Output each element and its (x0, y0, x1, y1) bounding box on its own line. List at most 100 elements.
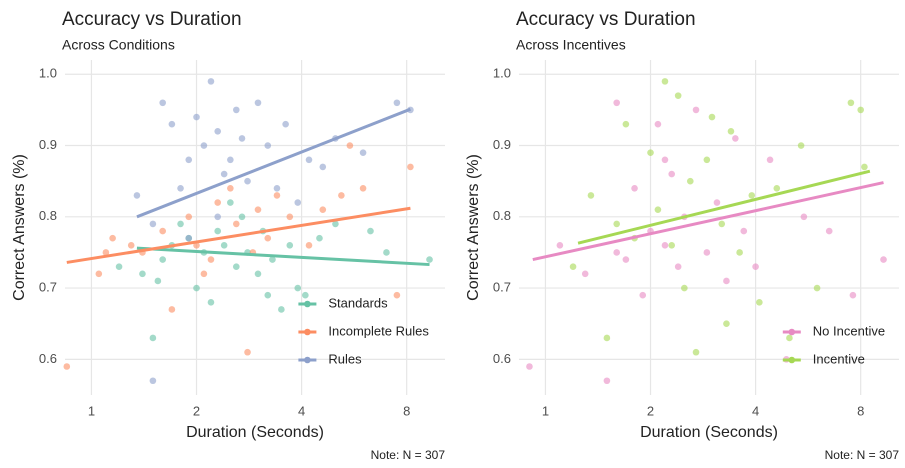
chart-subtitle: Across Conditions (62, 37, 175, 53)
point (200, 270, 208, 278)
point (359, 184, 367, 192)
legend-swatch (304, 356, 311, 364)
y-tick-label: 0.9 (39, 137, 57, 152)
point (273, 184, 281, 192)
point (383, 249, 390, 256)
point (692, 106, 700, 114)
point (278, 306, 285, 313)
point (227, 156, 234, 164)
point (654, 120, 662, 128)
x-axis-label: Duration (Seconds) (186, 424, 324, 441)
x-tick-label: 8 (403, 403, 410, 418)
point (736, 249, 743, 256)
y-tick-label: 0.7 (493, 280, 511, 295)
trend-line (577, 169, 871, 245)
point (622, 120, 630, 128)
point (305, 156, 313, 164)
point (168, 306, 176, 313)
point (603, 334, 611, 342)
legend-label: Incentive (813, 351, 865, 366)
point (346, 142, 354, 149)
point (238, 135, 246, 142)
point (168, 120, 176, 128)
point (286, 213, 294, 221)
point (713, 199, 721, 206)
point (708, 113, 716, 121)
point (294, 284, 302, 292)
point (727, 127, 735, 135)
chart-title: Accuracy vs Duration (62, 9, 242, 30)
point (305, 242, 313, 249)
point (407, 163, 414, 171)
x-tick-label: 1 (542, 403, 549, 418)
point (244, 177, 251, 185)
point (613, 99, 620, 107)
note: Note: N = 307 (825, 448, 900, 462)
point (654, 206, 662, 213)
point (264, 142, 272, 149)
point (426, 256, 433, 263)
legend-swatch (304, 300, 311, 308)
point (159, 99, 166, 107)
x-tick-label: 2 (647, 403, 654, 418)
point (797, 142, 805, 149)
point (254, 270, 262, 278)
point (681, 284, 688, 292)
point (556, 242, 564, 249)
point (227, 184, 234, 192)
trend-line (66, 206, 411, 264)
point (316, 234, 323, 242)
point (232, 263, 240, 271)
point (647, 149, 654, 156)
point (613, 249, 620, 256)
point (282, 120, 289, 128)
point (393, 99, 401, 107)
point (200, 142, 208, 149)
point (367, 227, 374, 235)
point (723, 277, 730, 285)
point (622, 256, 630, 263)
point (813, 284, 821, 292)
y-tick-label: 0.8 (39, 208, 57, 223)
point (393, 291, 401, 299)
trend-line (136, 246, 430, 267)
point (756, 299, 763, 306)
point (254, 99, 262, 107)
point (857, 106, 864, 114)
y-tick-label: 1.0 (493, 66, 511, 81)
point (227, 199, 234, 206)
y-tick-label: 0.6 (39, 351, 57, 366)
point (214, 199, 222, 206)
point (674, 263, 682, 271)
point (766, 156, 774, 164)
point (294, 199, 302, 206)
point (185, 156, 193, 164)
x-tick-label: 4 (752, 403, 759, 418)
x-tick-label: 1 (88, 403, 95, 418)
point (639, 291, 647, 299)
note: Note: N = 307 (371, 448, 446, 462)
point (668, 242, 676, 249)
point (613, 220, 620, 228)
point (661, 78, 669, 85)
point (214, 227, 222, 235)
point (847, 99, 855, 107)
point (207, 78, 215, 85)
y-tick-label: 0.7 (39, 280, 57, 295)
point (674, 92, 682, 99)
point (244, 348, 251, 356)
point (603, 377, 611, 385)
point (661, 156, 669, 164)
point (127, 242, 135, 249)
legend-swatch (788, 328, 796, 336)
point (581, 270, 589, 278)
y-tick-label: 1.0 (39, 66, 57, 81)
point (133, 192, 141, 199)
point (95, 270, 103, 278)
point (526, 363, 533, 370)
point (723, 320, 730, 328)
point (825, 227, 833, 235)
point (185, 213, 193, 221)
chart-subtitle: Across Incentives (516, 37, 626, 53)
